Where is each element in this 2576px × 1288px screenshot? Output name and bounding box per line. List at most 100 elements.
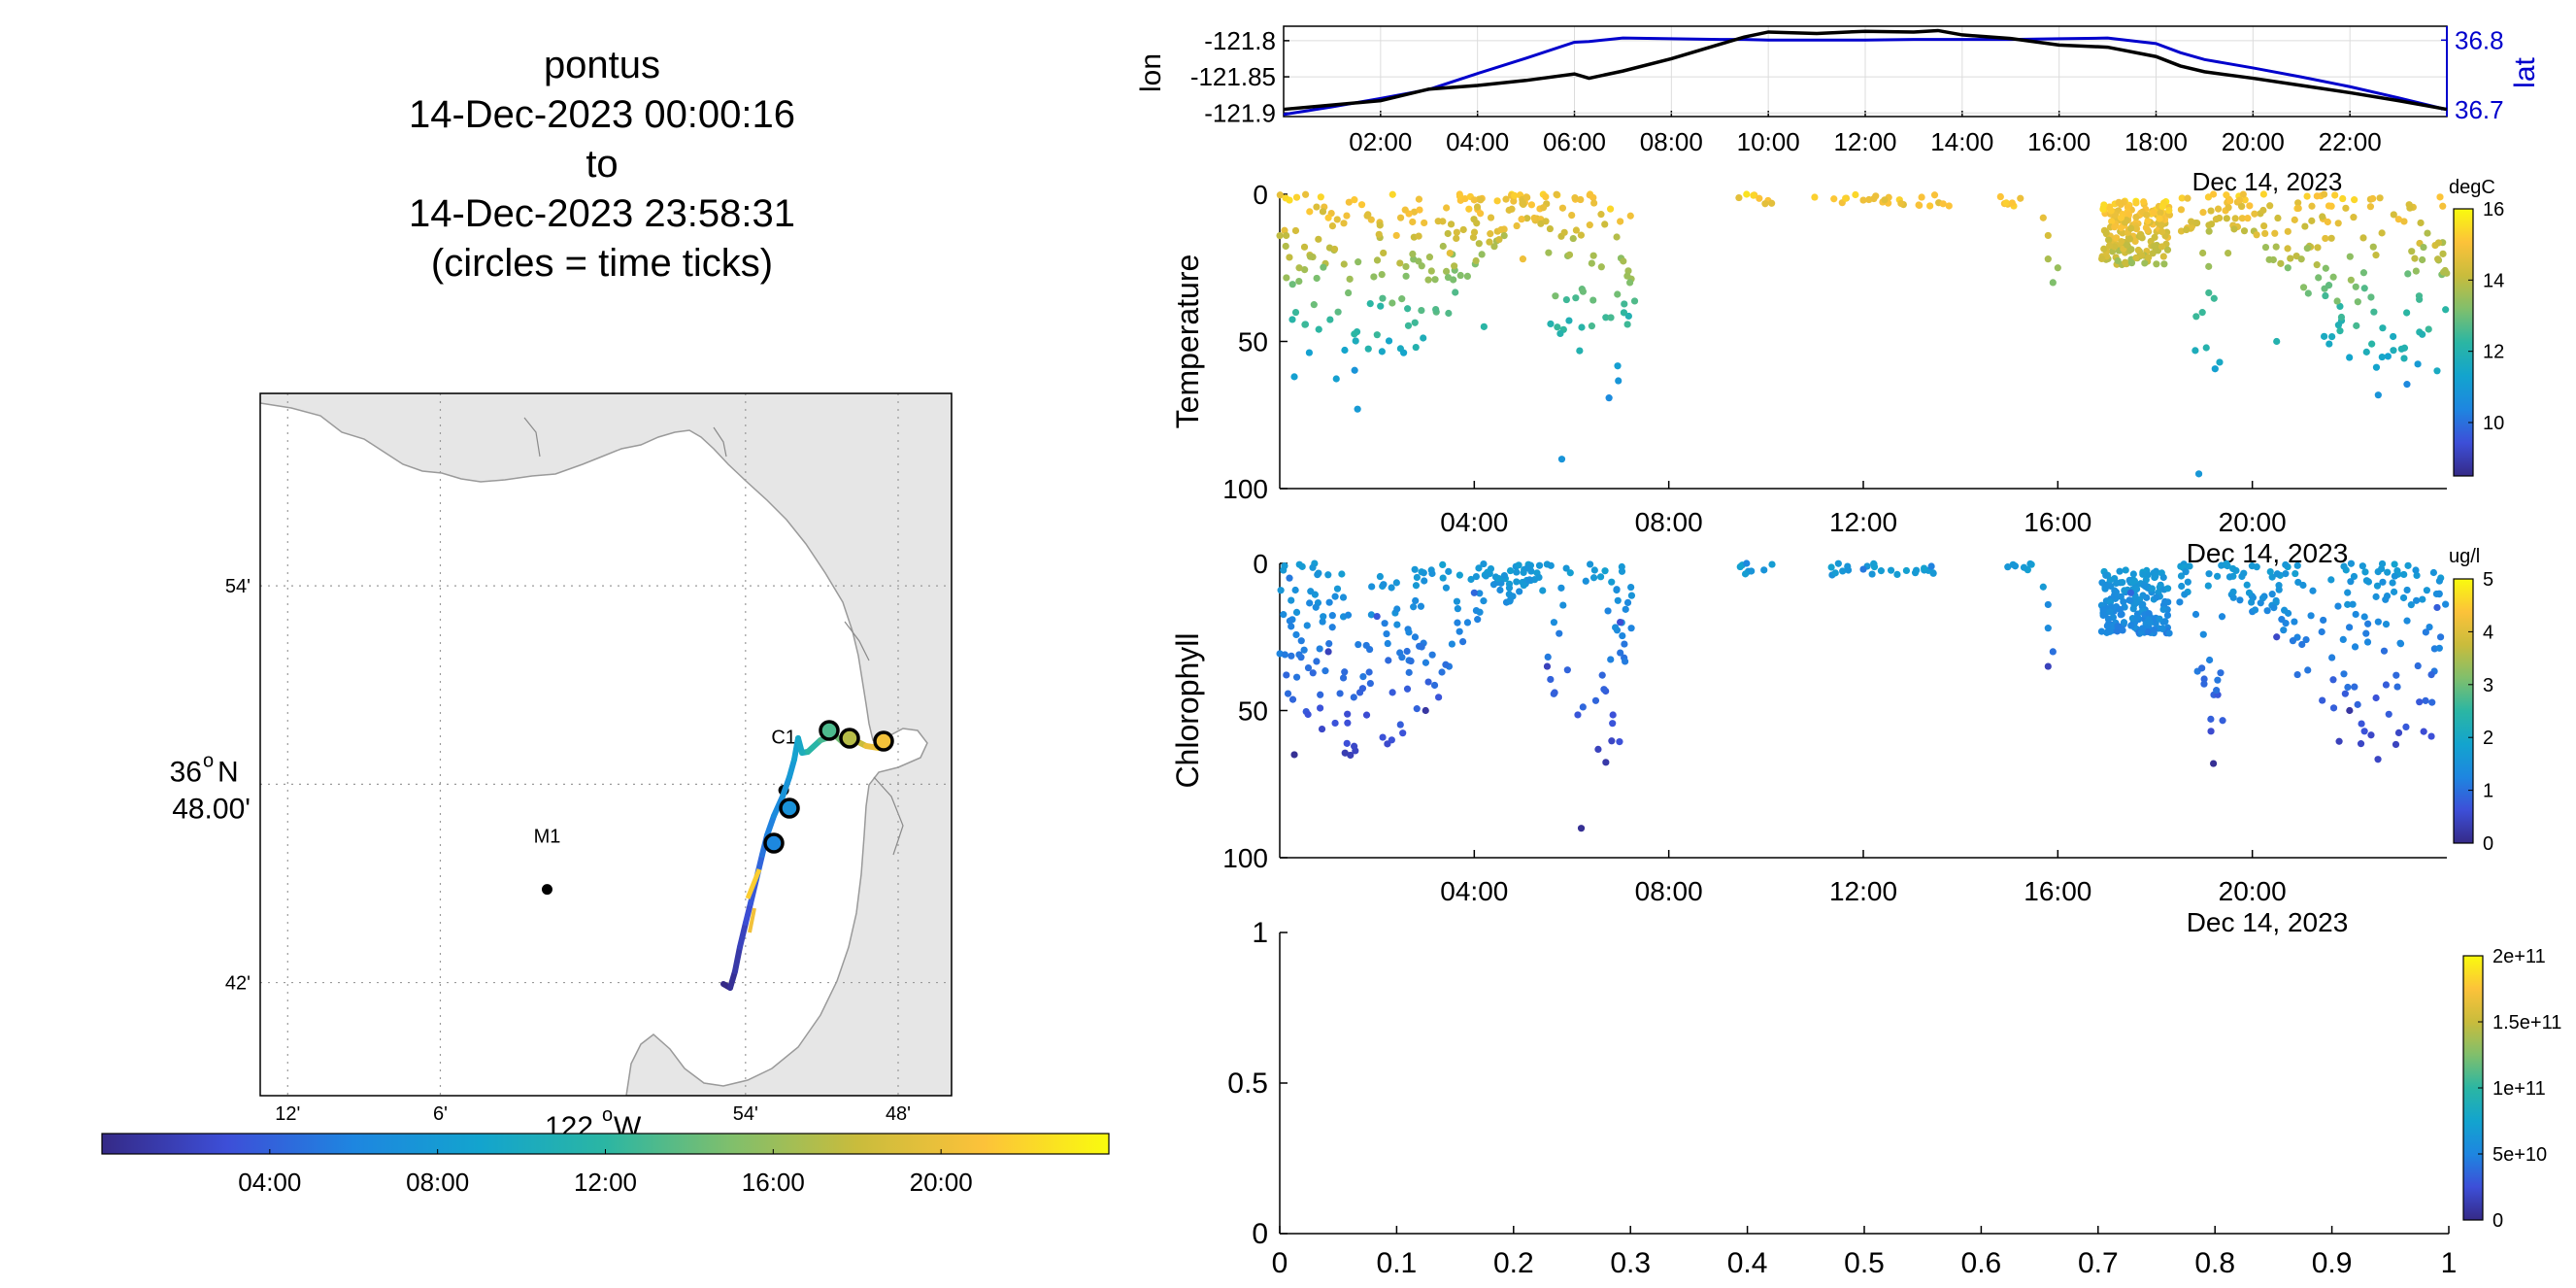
temperature-data-point	[1557, 456, 1566, 463]
chlorophyll-data-point	[1388, 689, 1396, 696]
chlorophyll-data-point	[1539, 587, 1547, 594]
chlorophyll-data-point	[1422, 659, 1430, 666]
temperature-data-point	[1363, 212, 1371, 220]
temperature-data-point	[1345, 198, 1353, 206]
chlorophyll-data-point	[2104, 622, 2112, 629]
chlorophyll-data-point	[2396, 639, 2404, 647]
chlorophyll-data-point	[1496, 586, 1504, 594]
chlorophyll-data-point	[1368, 583, 1376, 591]
colorbar-tick-label: 12:00	[574, 1168, 637, 1197]
chlorophyll-data-point	[1344, 611, 1353, 619]
chlorophyll-data-point	[2349, 600, 2357, 608]
chlorophyll-data-point	[1324, 648, 1332, 656]
temperature-data-point	[2353, 322, 2360, 329]
temperature-data-point	[2209, 190, 2218, 198]
temperature-data-point	[1300, 243, 1309, 251]
temperature-data-point	[1412, 343, 1420, 352]
chlorophyll-data-point	[2153, 593, 2160, 601]
chlorophyll-data-point	[1480, 559, 1488, 568]
temperature-data-point	[2313, 261, 2321, 269]
temperature-data-point	[1590, 199, 1598, 207]
temperature-data-point	[2137, 231, 2145, 239]
chlorophyll-data-point	[1516, 588, 1523, 595]
temperature-data-point	[1453, 234, 1460, 243]
chlorophyll-data-point	[2140, 582, 2149, 590]
chlorophyll-data-point	[1609, 711, 1617, 719]
temperature-data-point	[2144, 226, 2152, 234]
colorbar-tick-label: 3	[2483, 675, 2493, 696]
temperature-data-point	[1513, 221, 1521, 230]
temperature-data-point	[1376, 221, 1384, 229]
chlorophyll-data-point	[1618, 567, 1626, 575]
temperature-data-point	[2322, 291, 2329, 300]
temperature-data-point	[1477, 196, 1485, 204]
temperature-data-point	[2115, 198, 2123, 206]
x-tick-label: 02:00	[1349, 127, 1412, 156]
temperature-data-point	[1881, 196, 1889, 204]
temperature-data-point	[1447, 220, 1455, 228]
temperature-data-point	[1317, 193, 1324, 201]
temperature-data-point	[2366, 203, 2375, 211]
chlorophyll-data-point	[1768, 560, 1776, 568]
temperature-data-point	[2240, 227, 2249, 235]
temperature-data-point	[2301, 222, 2309, 230]
chlorophyll-data-point	[1313, 658, 1321, 665]
temperature-data-point	[2156, 215, 2163, 222]
temperature-data-point	[1473, 203, 1482, 211]
chlorophyll-data-point	[1579, 703, 1587, 711]
station-label: C1	[771, 727, 796, 748]
colorbar-tick-label: 2e+11	[2492, 946, 2546, 967]
chlorophyll-data-point	[2393, 683, 2401, 691]
temperature-data-point	[1326, 316, 1334, 323]
temperature-data-point	[1475, 240, 1483, 248]
temperature-data-point	[1508, 205, 1516, 213]
temperature-data-point	[2223, 191, 2230, 199]
temperature-data-point	[1480, 322, 1488, 330]
chlorophyll-data-point	[2298, 640, 2306, 649]
chlorophyll-data-point	[1383, 629, 1390, 638]
temperature-data-point	[2425, 325, 2432, 333]
temperature-data-point	[1465, 205, 1473, 213]
chlorophyll-data-point	[1619, 631, 1626, 640]
temperature-data-point	[2158, 227, 2166, 236]
chlorophyll-data-point	[1347, 751, 1355, 760]
chlorophyll-data-point	[2205, 570, 2213, 578]
temperature-data-point	[2125, 235, 2134, 243]
chlorophyll-data-point	[1393, 605, 1401, 613]
temperature-data-point	[1918, 193, 1925, 201]
temperature-data-point	[2329, 273, 2337, 281]
temperature-data-point	[1445, 309, 1453, 318]
chlorophyll-data-point	[1331, 719, 1339, 728]
temperature-data-point	[1411, 319, 1419, 326]
chlorophyll-data-point	[2345, 624, 2354, 631]
temperature-data-point	[1487, 230, 1494, 238]
temperature-data-point	[1402, 272, 1410, 280]
chlorophyll-data-point	[1379, 733, 1387, 741]
chlorophyll-data-point	[2116, 567, 2124, 575]
map-river	[873, 776, 904, 856]
chlorophyll-data-point	[2412, 566, 2420, 574]
temperature-data-point	[1313, 274, 1321, 283]
temperature-data-point	[1456, 271, 1464, 280]
temperature-data-point	[2327, 234, 2335, 242]
temperature-data-point	[1409, 218, 1417, 226]
temperature-data-point	[1301, 266, 1309, 274]
temperature-data-point	[1398, 295, 1406, 303]
temperature-data-point	[1288, 281, 1296, 288]
chlorophyll-data-point	[2181, 591, 2189, 598]
chlorophyll-data-point	[1388, 584, 1395, 592]
chlorophyll-data-point	[2151, 626, 2158, 634]
chlorophyll-data-point	[1439, 560, 1447, 569]
plot-title-line4: 14-Dec-2023 23:58:31	[408, 192, 796, 235]
temperature-data-point	[2207, 207, 2215, 215]
chlorophyll-data-point	[2119, 627, 2126, 634]
temperature-data-point	[1306, 208, 1314, 216]
chlorophyll-data-point	[1513, 578, 1521, 586]
temperature-data-point	[1623, 272, 1631, 280]
chlorophyll-data-point	[2204, 582, 2212, 590]
chlorophyll-data-point	[1893, 570, 1901, 579]
chlorophyll-data-point	[2165, 629, 2173, 637]
x-tick-label: 20:00	[2222, 127, 2285, 156]
chlorophyll-data-point	[2219, 717, 2226, 725]
temperature-data-point	[2124, 211, 2133, 219]
